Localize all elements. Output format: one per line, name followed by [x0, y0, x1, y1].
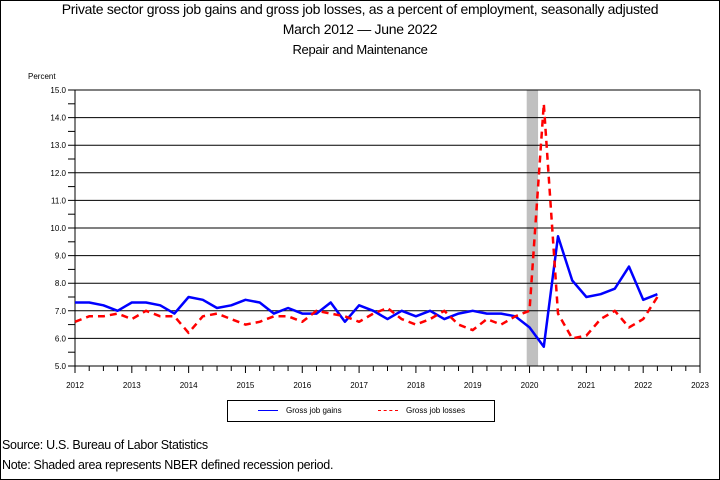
- x-tick-label: 2019: [464, 381, 482, 390]
- x-tick-label: 2012: [66, 381, 84, 390]
- dashed-line-icon: [378, 410, 398, 411]
- chart-industry: Repair and Maintenance: [292, 42, 428, 57]
- x-tick-label: 2015: [237, 381, 255, 390]
- legend: Gross job gains Gross job losses: [227, 400, 495, 422]
- legend-label-gains: Gross job gains: [286, 406, 342, 415]
- x-tick-label: 2022: [634, 381, 652, 390]
- y-tick-label: 13.0: [50, 141, 66, 150]
- source-note: Source: U.S. Bureau of Labor Statistics: [2, 438, 208, 452]
- chart-title: Private sector gross job gains and gross…: [61, 1, 659, 17]
- y-tick-label: 7.0: [55, 307, 67, 316]
- legend-item-losses: Gross job losses: [378, 406, 465, 415]
- y-tick-label: 9.0: [55, 252, 67, 261]
- y-tick-label: 10.0: [50, 224, 66, 233]
- x-tick-label: 2014: [180, 381, 198, 390]
- y-tick-label: 12.0: [50, 169, 66, 178]
- y-axis-label: Percent: [28, 72, 56, 81]
- legend-label-losses: Gross job losses: [406, 406, 466, 415]
- y-tick-label: 14.0: [50, 114, 66, 123]
- series-gross-job-losses: [74, 102, 659, 340]
- recession-note: Note: Shaded area represents NBER define…: [2, 458, 334, 472]
- solid-line-icon: [258, 410, 278, 411]
- y-tick-label: 5.0: [55, 362, 67, 371]
- series-gross-job-gains: [75, 235, 658, 348]
- y-tick-label: 11.0: [51, 196, 67, 205]
- x-tick-label: 2017: [350, 381, 368, 390]
- y-tick-label: 6.0: [55, 334, 67, 343]
- x-tick-label: 2021: [577, 381, 595, 390]
- chart-date-range: March 2012 — June 2022: [282, 21, 438, 37]
- x-tick-label: 2013: [123, 381, 141, 390]
- x-tick-label: 2023: [691, 381, 709, 390]
- x-tick-label: 2016: [293, 381, 311, 390]
- x-tick-label: 2018: [407, 381, 425, 390]
- y-tick-label: 15.0: [50, 86, 66, 95]
- y-tick-label: 8.0: [55, 279, 67, 288]
- x-tick-label: 2020: [521, 381, 539, 390]
- legend-item-gains: Gross job gains: [258, 406, 342, 415]
